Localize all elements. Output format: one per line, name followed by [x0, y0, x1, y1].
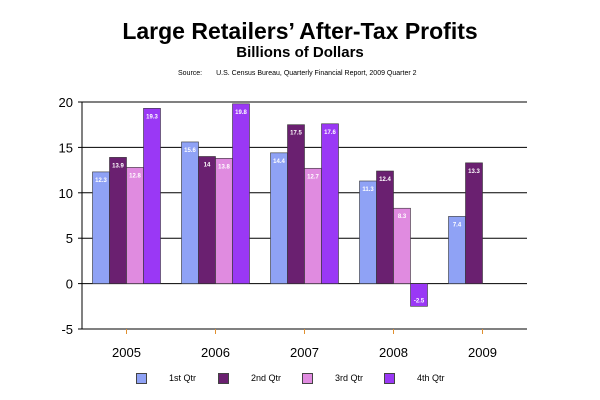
- data-label: 13.9: [112, 163, 124, 169]
- data-label: 19.3: [146, 114, 158, 120]
- bar: [465, 162, 483, 284]
- bar: [410, 283, 428, 307]
- legend-item: 1st Qtr: [136, 370, 196, 386]
- chart-title: Large Retailers’ After-Tax Profits: [122, 18, 478, 44]
- bar: [126, 167, 144, 284]
- y-tick-label: -5: [61, 322, 73, 337]
- data-label: 12.4: [379, 177, 391, 183]
- bar: [109, 157, 127, 284]
- data-label: 13.8: [218, 164, 230, 170]
- y-tick-label: 5: [66, 231, 73, 246]
- y-tick-label: 0: [66, 277, 73, 292]
- x-tick-label: 2007: [290, 345, 319, 360]
- bar: [232, 103, 250, 284]
- bar: [215, 157, 233, 284]
- bar: [270, 152, 288, 284]
- bar: [321, 123, 339, 284]
- data-label: 13.3: [468, 169, 480, 175]
- data-label: 12.8: [129, 173, 141, 179]
- y-tick-label: 15: [59, 140, 73, 155]
- legend-swatch: [136, 372, 147, 384]
- bar: [92, 171, 110, 284]
- source-label: Source:: [178, 70, 203, 77]
- bar: [198, 156, 216, 284]
- bar: [304, 167, 322, 284]
- legend-item: 2nd Qtr: [218, 370, 281, 386]
- data-label: 15.6: [184, 148, 196, 154]
- bar: [181, 141, 199, 284]
- bar: [359, 180, 377, 284]
- data-label: -2.5: [414, 298, 425, 304]
- data-label: 8.3: [398, 214, 407, 220]
- bar: [143, 108, 161, 284]
- legend-swatch: [384, 372, 395, 384]
- legend-label: 2nd Qtr: [251, 373, 282, 383]
- legend-label: 4th Qtr: [417, 373, 445, 383]
- bar: [376, 170, 394, 284]
- legend-item: 3rd Qtr: [302, 370, 363, 386]
- data-label: 17.5: [290, 131, 302, 137]
- chart-subtitle: Billions of Dollars: [236, 44, 364, 61]
- chart-source: Source: U.S. Census Bureau, Quarterly Fin…: [178, 70, 417, 77]
- x-tick-label: 2006: [201, 345, 230, 360]
- chart-legend: 1st Qtr 2nd Qtr 3rd Qtr 4th Qtr: [0, 370, 600, 386]
- legend-label: 1st Qtr: [169, 373, 197, 383]
- legend-swatch: [218, 372, 229, 384]
- data-label: 7.4: [453, 222, 462, 228]
- x-tick-label: 2005: [112, 345, 141, 360]
- data-label: 19.8: [235, 110, 247, 116]
- x-tick-label: 2009: [468, 345, 497, 360]
- data-label: 14.4: [273, 159, 285, 165]
- data-label: 11.3: [362, 187, 374, 193]
- legend-label: 3rd Qtr: [335, 373, 364, 383]
- data-label: 12.3: [95, 178, 107, 184]
- legend-item: 4th Qtr: [384, 370, 445, 386]
- y-tick-label: 20: [59, 95, 73, 110]
- y-tick-label: 10: [59, 186, 73, 201]
- bar: [393, 207, 411, 284]
- bar: [287, 124, 305, 284]
- source-text: U.S. Census Bureau, Quarterly Financial …: [216, 70, 417, 77]
- data-label: 17.6: [324, 130, 336, 136]
- data-label: 12.7: [307, 174, 319, 180]
- data-label: 14: [204, 162, 211, 168]
- legend-swatch: [302, 372, 313, 384]
- x-tick-label: 2008: [379, 345, 408, 360]
